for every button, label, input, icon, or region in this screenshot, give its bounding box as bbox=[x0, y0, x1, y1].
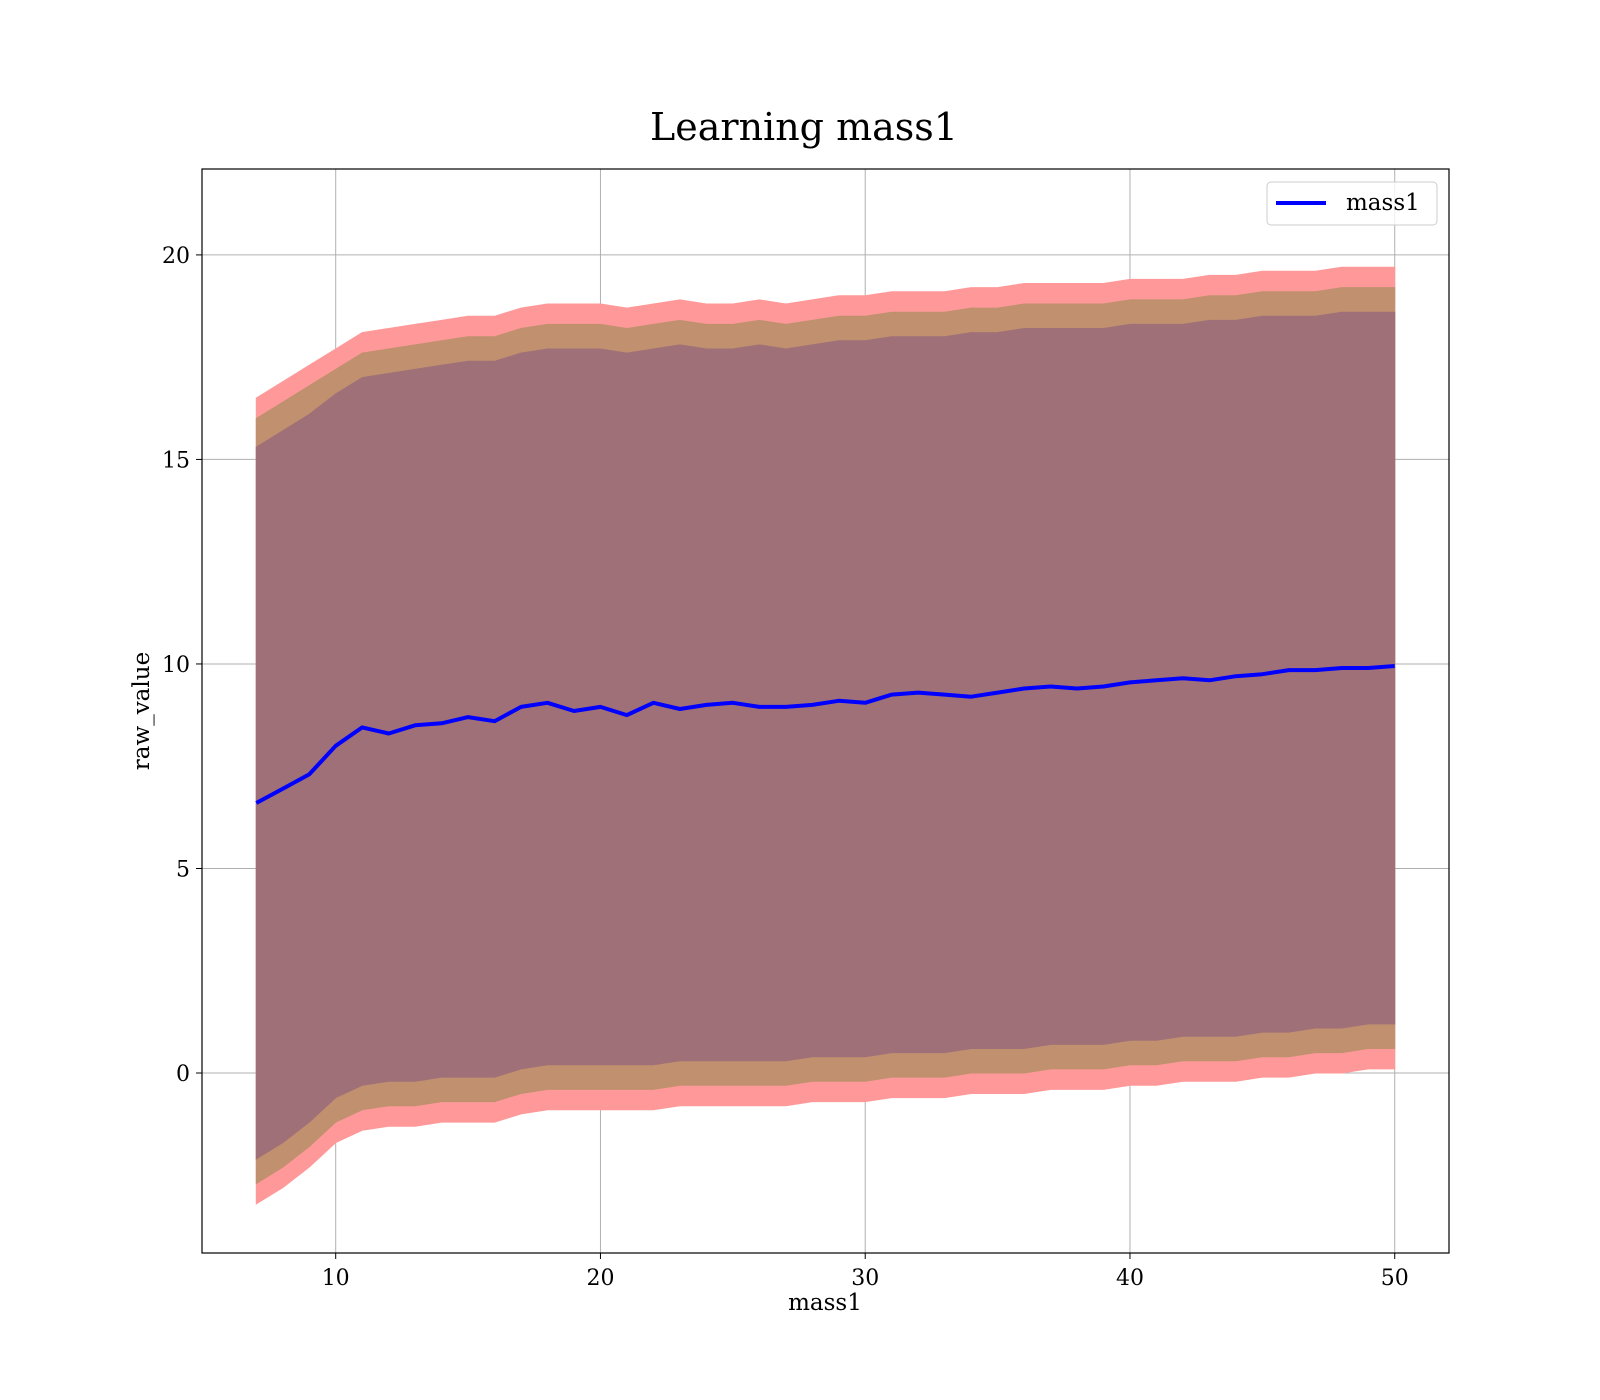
y-axis-label: raw_value bbox=[129, 652, 155, 770]
plot-area-frame bbox=[201, 168, 1450, 1254]
x-tick-label: 50 bbox=[1381, 1266, 1409, 1291]
y-tick-label: 15 bbox=[162, 448, 190, 473]
band-inner bbox=[255, 311, 1396, 1160]
legend-label-mass1: mass1 bbox=[1346, 190, 1420, 216]
series-line-mass1 bbox=[255, 664, 1395, 805]
y-tick-label: 5 bbox=[176, 857, 190, 882]
chart-title: Learning mass1 bbox=[650, 105, 958, 149]
x-axis-ticks: 10 20 30 40 50 bbox=[322, 1253, 1409, 1291]
x-axis-label: mass1 bbox=[788, 1290, 862, 1316]
y-tick-label: 0 bbox=[176, 1062, 190, 1087]
series-lines bbox=[255, 664, 1395, 805]
x-tick-label: 20 bbox=[586, 1266, 614, 1291]
x-tick-label: 40 bbox=[1116, 1266, 1144, 1291]
x-tick-label: 10 bbox=[322, 1266, 350, 1291]
legend-box bbox=[1266, 181, 1438, 226]
x-tick-label: 30 bbox=[851, 1266, 879, 1291]
legend: mass1 bbox=[1266, 181, 1438, 226]
y-tick-label: 10 bbox=[162, 653, 190, 678]
confidence-bands bbox=[255, 266, 1396, 1205]
y-axis-ticks: 0 5 10 15 20 bbox=[162, 244, 202, 1087]
y-tick-label: 20 bbox=[162, 244, 190, 269]
